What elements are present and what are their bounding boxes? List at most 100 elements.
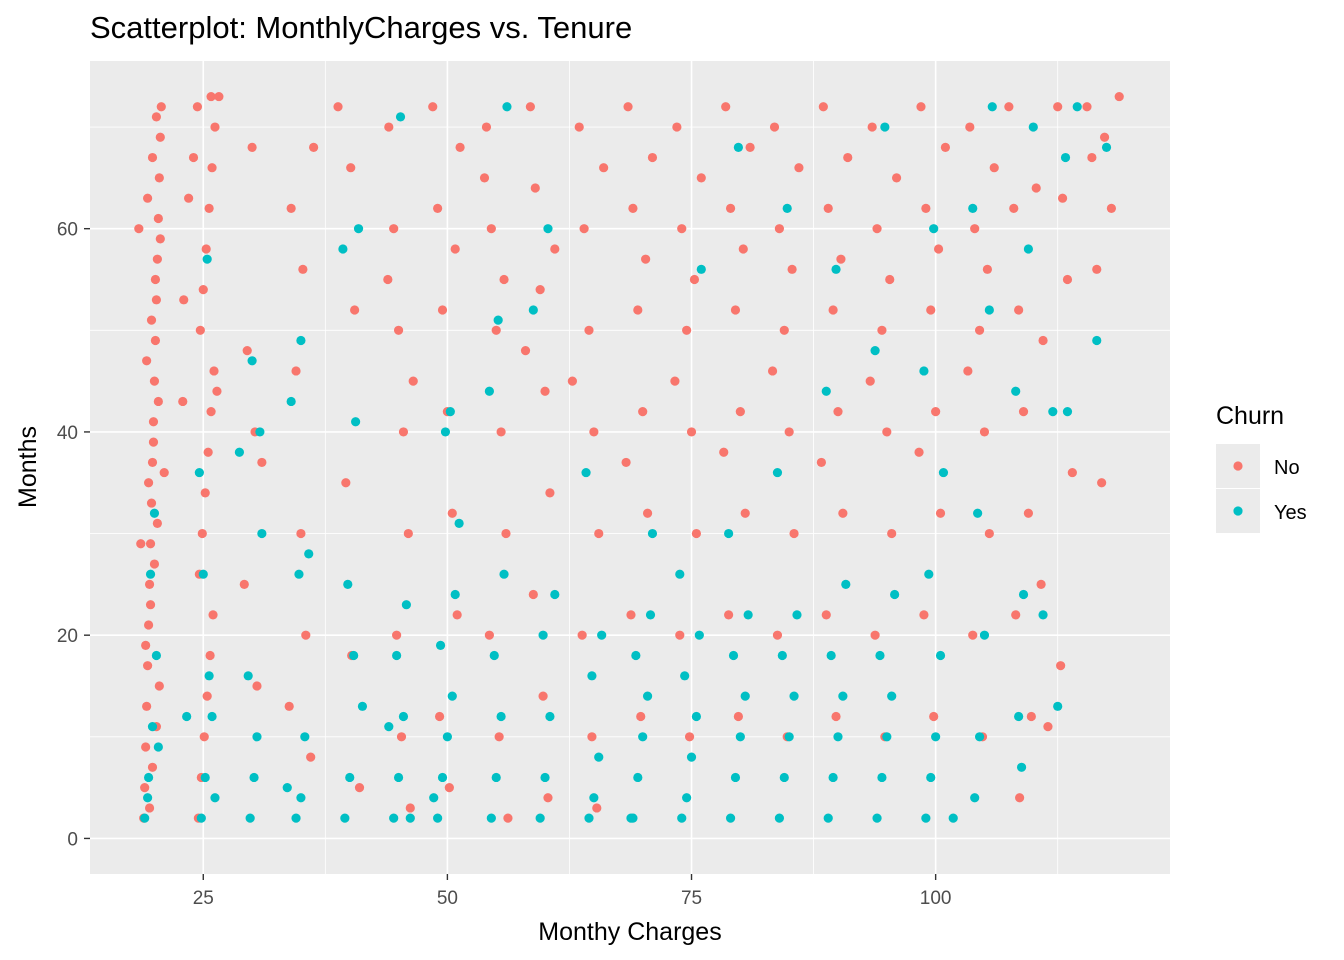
data-point-yes [245, 813, 255, 823]
data-point-yes [435, 640, 446, 650]
data-point-no [188, 152, 199, 163]
data-point-no [1009, 203, 1019, 213]
data-point-no [296, 528, 306, 539]
data-point-no [823, 203, 833, 213]
legend-marker-yes [1233, 506, 1243, 516]
data-point-yes [202, 254, 212, 264]
data-point-yes [931, 732, 941, 742]
data-point-yes [252, 732, 262, 742]
data-point-no [836, 254, 846, 264]
legend-label-no: No [1274, 457, 1300, 479]
data-point-yes [724, 528, 734, 539]
data-point-yes [389, 813, 399, 823]
data-point-yes [1060, 152, 1071, 163]
data-point-no [636, 711, 646, 722]
data-point-no [577, 630, 587, 640]
data-point-no [450, 244, 460, 254]
plot-panel [90, 61, 1170, 874]
data-point-no [452, 610, 462, 620]
data-point-no [150, 335, 161, 346]
data-point-yes [182, 711, 192, 722]
data-point-no [821, 610, 831, 620]
data-point-no [530, 183, 540, 193]
data-point-no [140, 783, 150, 793]
data-point-yes [543, 224, 553, 234]
data-point-no [1082, 102, 1092, 112]
data-point-no [142, 701, 152, 711]
data-point-no [642, 508, 653, 518]
data-point-yes [395, 112, 406, 122]
data-point-no [146, 315, 157, 325]
data-point-no [550, 244, 560, 254]
x-tick-label: 50 [437, 888, 458, 909]
data-point-yes [970, 793, 980, 803]
data-point-yes [440, 427, 451, 437]
data-point-yes [349, 650, 359, 661]
data-point-yes [833, 732, 843, 742]
data-point-yes [926, 772, 936, 783]
data-point-no [621, 457, 631, 468]
data-point-no [154, 173, 164, 183]
data-point-no [725, 203, 736, 213]
data-point-no [592, 803, 602, 813]
data-point-no [543, 793, 553, 803]
data-point-yes [384, 722, 394, 732]
data-point-no [914, 447, 924, 457]
data-point-yes [351, 417, 361, 427]
data-point-no [286, 203, 296, 213]
data-point-no [341, 478, 351, 488]
data-point-yes [677, 813, 687, 823]
data-point-no [1011, 610, 1021, 620]
data-point-yes [442, 732, 452, 742]
data-point-yes [489, 650, 499, 661]
data-point-yes [777, 650, 787, 661]
data-point-no [209, 366, 219, 376]
data-point-yes [919, 366, 929, 376]
data-point-no [843, 152, 853, 163]
data-point-yes [540, 772, 550, 783]
data-point-no [984, 528, 994, 539]
data-point-no [1038, 335, 1048, 346]
data-point-no [740, 508, 750, 518]
data-point-yes [145, 569, 156, 579]
data-point-yes [1023, 244, 1034, 254]
data-point-no [178, 396, 188, 407]
data-point-no [838, 508, 848, 518]
legend-label-yes: Yes [1274, 502, 1307, 524]
data-point-yes [194, 467, 204, 478]
y-tick-label: 20 [57, 626, 78, 647]
data-point-yes [675, 569, 685, 579]
data-point-yes [535, 813, 545, 823]
data-point-no [491, 325, 501, 335]
data-point-no [486, 224, 496, 234]
data-point-no [628, 203, 638, 213]
data-point-no [149, 559, 160, 569]
data-point-yes [147, 722, 158, 732]
data-point-yes [735, 732, 745, 742]
data-point-no [968, 630, 978, 640]
data-point-yes [772, 467, 783, 478]
data-point-yes [484, 386, 494, 396]
data-point-no [151, 295, 162, 305]
data-point-no [149, 376, 160, 386]
y-tick-label: 60 [57, 220, 78, 241]
data-point-yes [691, 711, 702, 722]
data-point-no [538, 691, 548, 701]
data-point-yes [1018, 589, 1029, 600]
data-point-no [147, 457, 158, 468]
data-point-no [779, 325, 789, 335]
data-point-no [291, 366, 301, 376]
data-point-yes [682, 793, 692, 803]
data-point-no [885, 274, 895, 285]
data-point-no [1004, 102, 1014, 112]
data-point-yes [730, 772, 741, 783]
data-point-no [887, 528, 897, 539]
data-point-no [882, 427, 892, 437]
data-point-yes [948, 813, 958, 823]
data-point-no [455, 142, 465, 152]
data-point-yes [740, 691, 750, 701]
data-point-no [745, 142, 755, 152]
data-point-no [147, 152, 158, 163]
data-point-no [203, 447, 213, 457]
